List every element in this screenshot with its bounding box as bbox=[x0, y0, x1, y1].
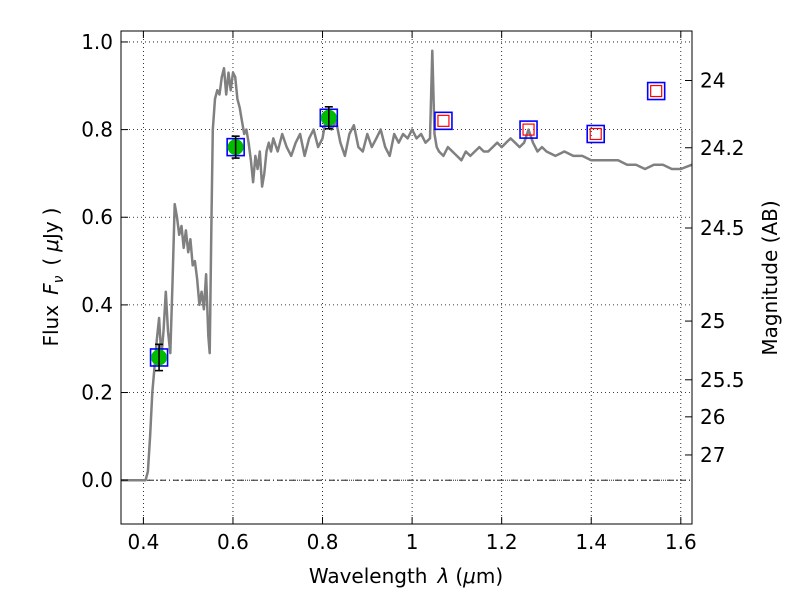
y-axis-label-left: FluxFν(μJy) bbox=[39, 207, 67, 346]
points-layer bbox=[149, 81, 666, 372]
mag-tick-label: 24 bbox=[700, 69, 725, 93]
y-tick-label: 0.2 bbox=[81, 381, 113, 405]
ticks-layer: 0.4 0.6 0.8 1 1.2 1.4 1.6 0.0 0.2 0.4 0.6 0.8 1.0 24 2… bbox=[81, 30, 744, 554]
upper-limit-marker bbox=[437, 114, 450, 127]
mag-tick-label: 24.2 bbox=[700, 136, 745, 160]
x-tick-label: 0.4 bbox=[127, 530, 159, 554]
model-photometry-box bbox=[434, 111, 453, 131]
x-tick-label: 0.8 bbox=[307, 530, 339, 554]
x-tick-label: 1.2 bbox=[486, 530, 518, 554]
y-axis-label-right: Magnitude (AB) bbox=[758, 200, 782, 355]
model-spectrum-line bbox=[121, 49, 693, 482]
x-tick-label: 1.6 bbox=[665, 530, 697, 554]
y-tick-label: 1.0 bbox=[81, 30, 113, 54]
y-tick-label: 0.6 bbox=[81, 205, 113, 229]
x-axis-label: Wavelength λ (μm) bbox=[309, 564, 503, 588]
x-tick-label: 1 bbox=[406, 530, 419, 554]
y-tick-label: 0.0 bbox=[81, 468, 113, 492]
model-photometry-box bbox=[586, 124, 606, 144]
mag-tick-label: 25.5 bbox=[700, 368, 745, 392]
mag-tick-label: 27 bbox=[700, 443, 725, 467]
plot-background bbox=[121, 31, 692, 524]
model-photometry-box bbox=[519, 120, 538, 139]
plot-frame bbox=[120, 30, 693, 525]
x-tick-label: 0.6 bbox=[217, 530, 249, 554]
model-photometry-box bbox=[646, 81, 666, 101]
mag-tick-label: 26 bbox=[700, 405, 725, 429]
mag-tick-label: 25 bbox=[700, 309, 725, 333]
upper-limit-marker bbox=[589, 127, 602, 141]
upper-limit-marker bbox=[650, 84, 663, 98]
y-tick-label: 0.8 bbox=[81, 118, 113, 142]
mag-tick-label: 24.5 bbox=[700, 216, 745, 240]
x-tick-label: 1.4 bbox=[575, 530, 607, 554]
model-layer bbox=[121, 49, 693, 482]
upper-limit-marker bbox=[522, 123, 535, 136]
y-tick-label: 0.4 bbox=[81, 293, 113, 317]
